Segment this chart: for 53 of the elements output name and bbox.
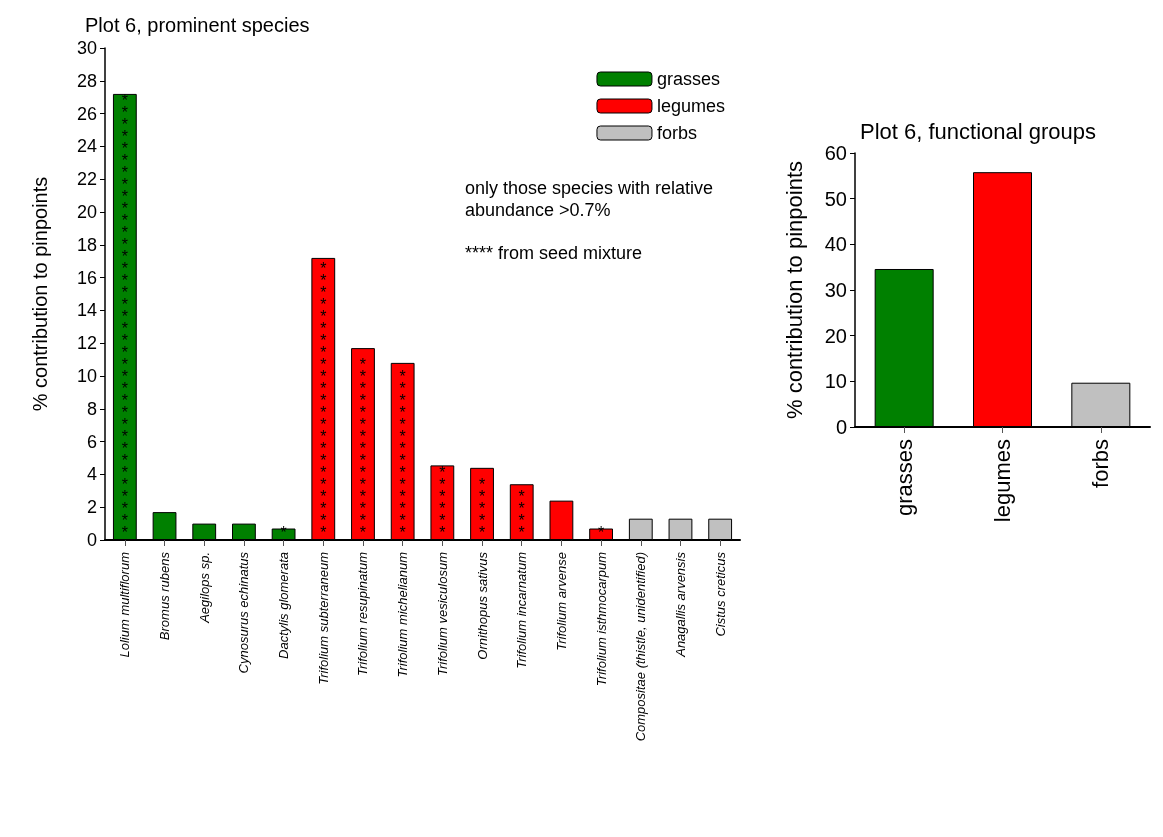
x-tick-label: Ornithopus sativus bbox=[474, 551, 490, 660]
y-tick-label: 24 bbox=[76, 136, 97, 157]
x-tick-label: Bromus rubens bbox=[157, 551, 173, 641]
text: ************************************* bbox=[121, 91, 128, 541]
y-tick-label: 40 bbox=[824, 233, 847, 256]
y-tick-label: 0 bbox=[86, 530, 97, 550]
x-tick-label: Compositae (thistle, unidentified) bbox=[633, 552, 649, 742]
y-tick-label: 4 bbox=[86, 464, 97, 485]
y-tick-label: 10 bbox=[824, 370, 847, 393]
x-tick-label: Trifolium arvense bbox=[553, 552, 569, 651]
y-axis-title: % contribution to pinpoints bbox=[781, 160, 807, 420]
y-tick-label: 26 bbox=[76, 103, 97, 124]
y-tick-label: 22 bbox=[76, 169, 97, 190]
legend-label: legumes bbox=[656, 96, 726, 116]
y-tick-label: 30 bbox=[824, 279, 847, 301]
x-tick-label: Lolium multiflorum bbox=[117, 551, 133, 658]
y-axis-title: % contribution to pinpoints bbox=[29, 176, 51, 412]
x-tick-label: Trifolium isthmocarpum bbox=[593, 551, 609, 687]
x-tick-label: Trifolium subterraneum bbox=[315, 551, 331, 685]
y-tick-label: 10 bbox=[76, 366, 97, 386]
x-tick-label: legumes bbox=[990, 439, 1015, 523]
y-tick-label: 0 bbox=[835, 416, 847, 438]
y-tick-label: 8 bbox=[86, 398, 97, 419]
annotation: only those species with relative abundance >0.7% bbox=[465, 178, 719, 220]
y-tick-label: 6 bbox=[86, 431, 97, 452]
x-tick-label: Trifolium vesiculosum bbox=[434, 551, 450, 677]
annotation: **** from seed mixture bbox=[465, 243, 643, 263]
x-tick-label: forbs bbox=[1088, 439, 1114, 488]
y-tick-label: 28 bbox=[76, 70, 97, 91]
legend-label: grasses bbox=[656, 69, 720, 89]
y-tick-label: 16 bbox=[76, 267, 97, 288]
y-tick-label: 12 bbox=[76, 333, 97, 354]
x-tick-label: Trifolium michelianum bbox=[395, 551, 411, 678]
y-tick-label: 30 bbox=[76, 38, 97, 58]
legend-label: forbs bbox=[656, 123, 697, 143]
x-tick-label: Trifolium resupinatum bbox=[355, 551, 371, 677]
y-tick-label: 20 bbox=[76, 202, 97, 222]
y-tick-label: 14 bbox=[76, 300, 97, 321]
x-tick-label: Dactylis glomerata bbox=[276, 552, 292, 659]
chart-title: Plot 6, prominent species bbox=[85, 14, 310, 36]
x-tick-label: grasses bbox=[891, 439, 917, 517]
x-tick-label: Aegilops sp. bbox=[196, 552, 212, 624]
y-tick-label: 18 bbox=[76, 234, 97, 255]
x-tick-label: Cistus creticus bbox=[712, 551, 728, 637]
x-tick-label: Cynosurus echinatus bbox=[236, 551, 252, 674]
x-tick-label: Trifolium incarnatum bbox=[514, 551, 530, 669]
y-tick-label: 20 bbox=[824, 324, 847, 347]
y-tick-label: 60 bbox=[824, 142, 847, 164]
chart-title: Plot 6, functional groups bbox=[860, 118, 1097, 144]
y-tick-label: 50 bbox=[824, 187, 847, 210]
x-tick-label: Anagallis arvensis bbox=[672, 551, 688, 658]
data-label: **** bbox=[518, 487, 525, 541]
y-tick-label: 2 bbox=[86, 497, 97, 518]
